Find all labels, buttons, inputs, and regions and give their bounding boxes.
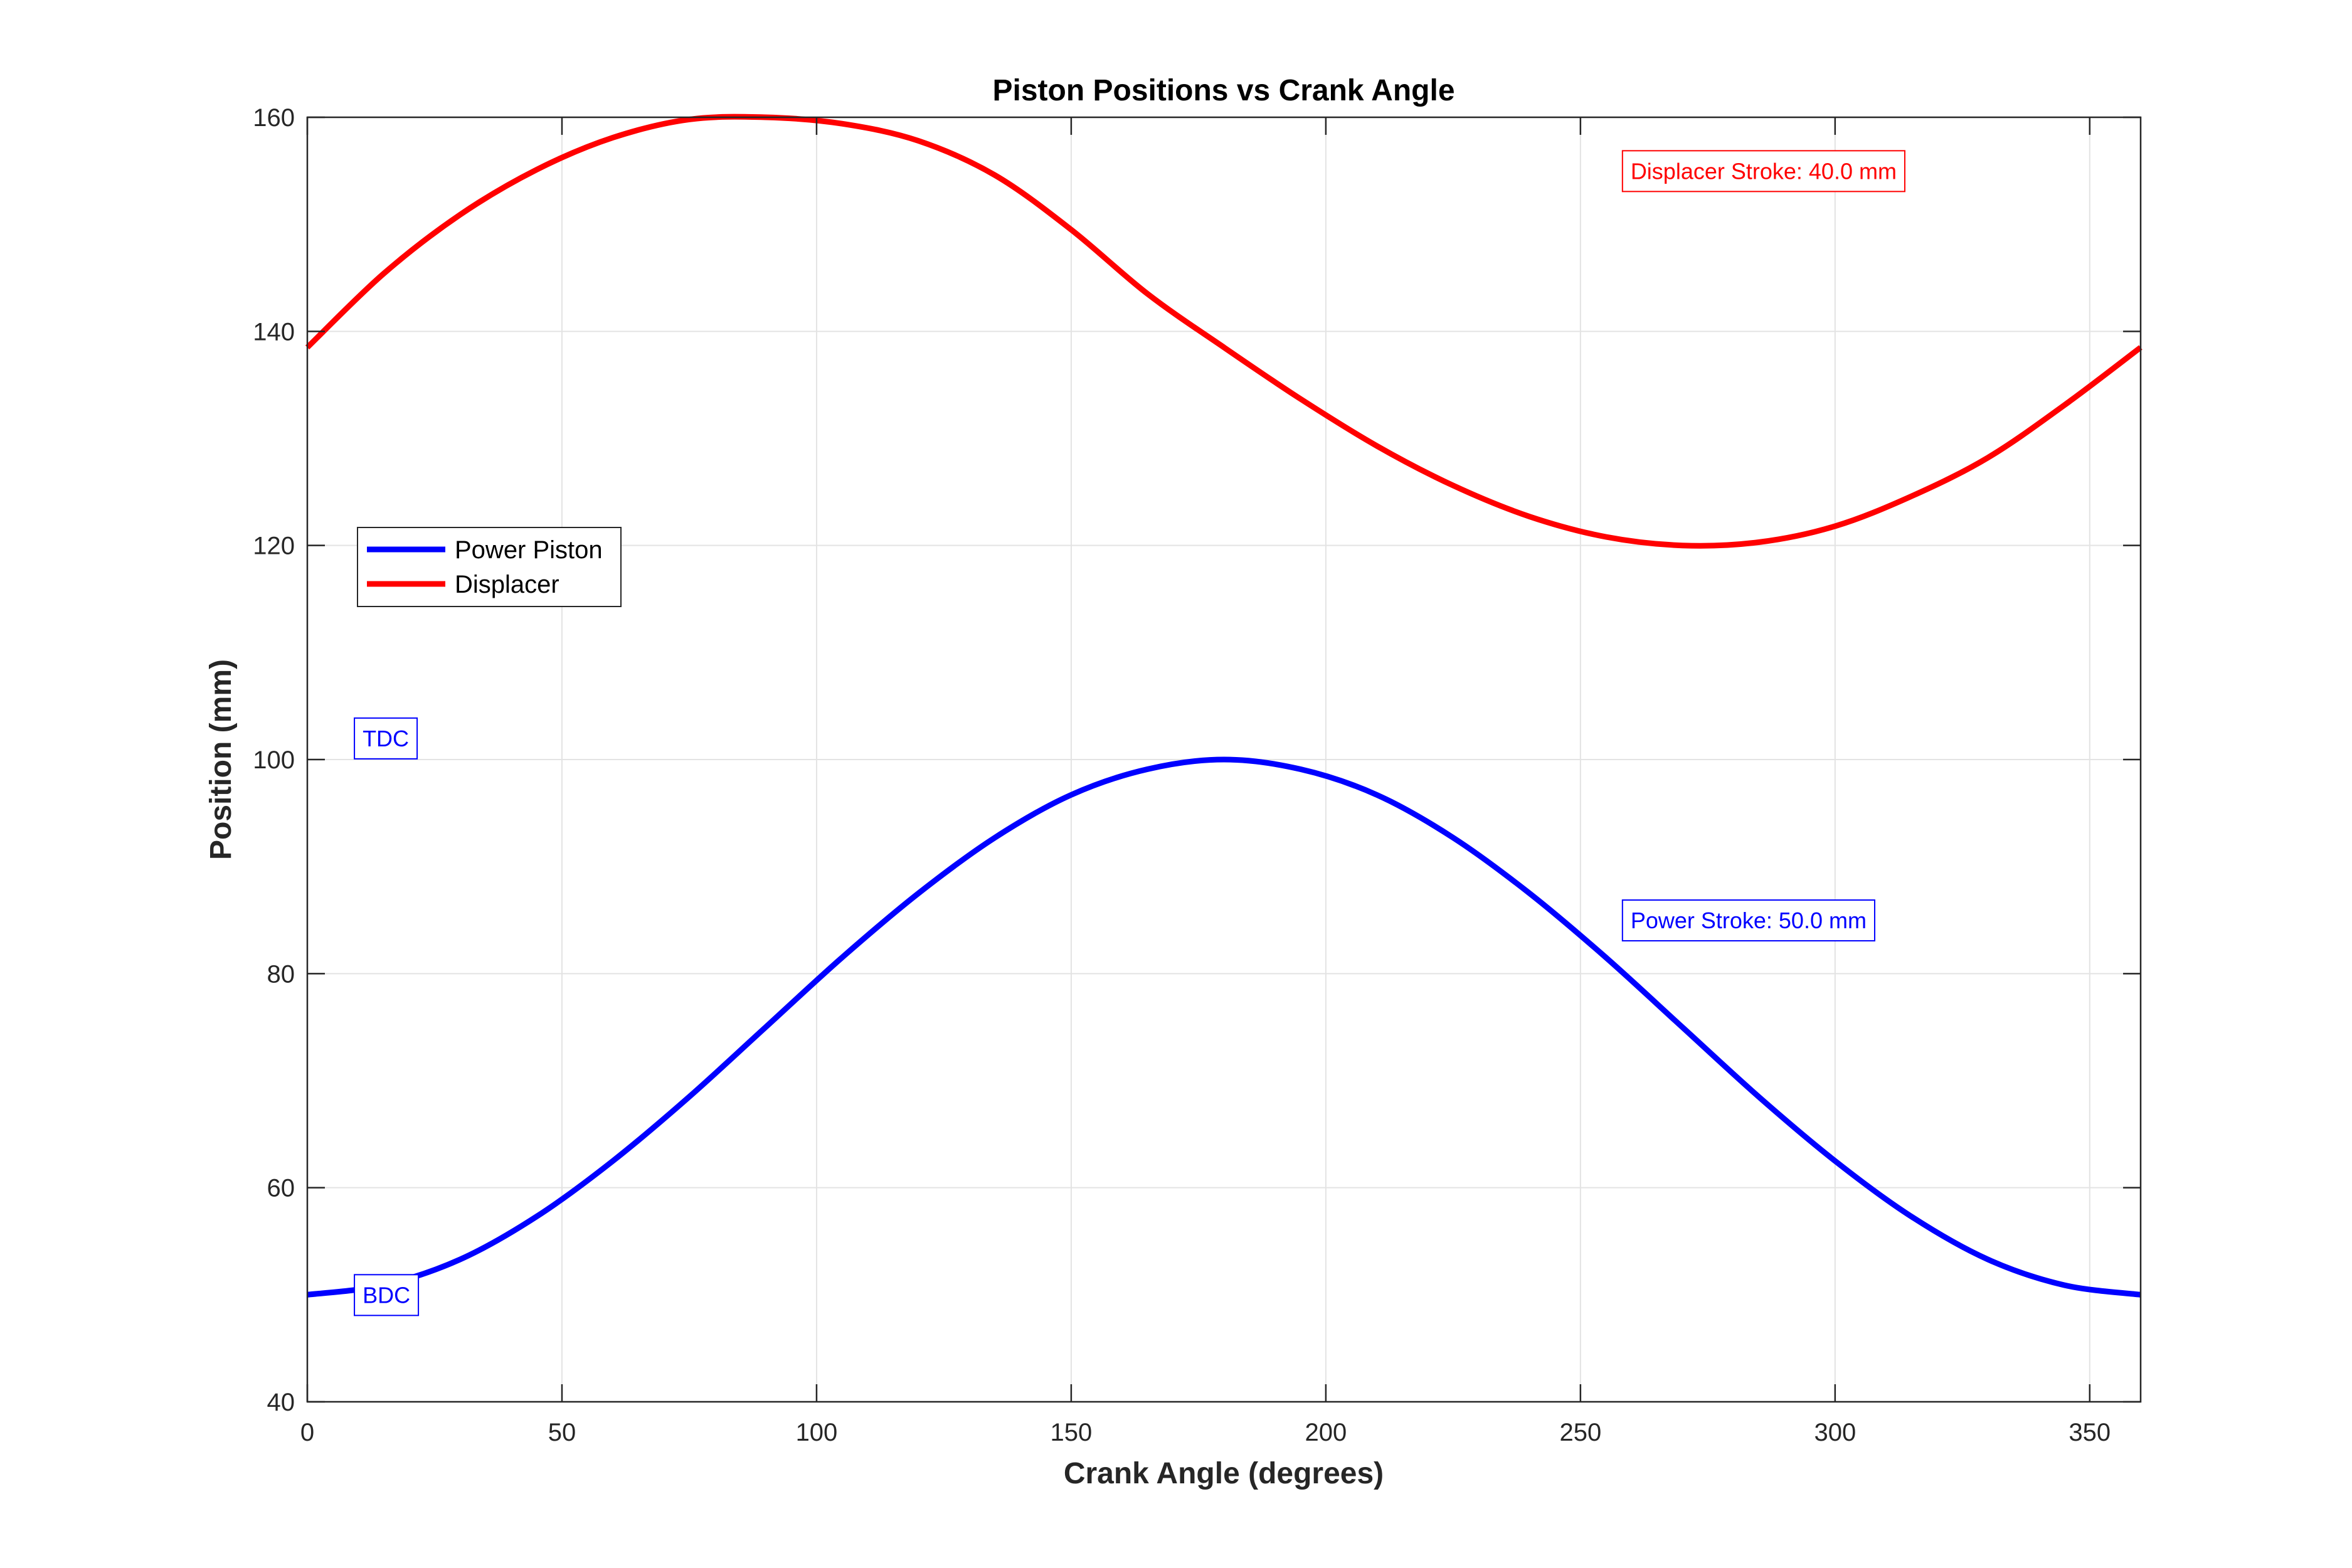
y-tick-label: 60 bbox=[267, 1175, 295, 1202]
x-tick-label: 0 bbox=[300, 1419, 314, 1446]
legend: Power Piston Displacer bbox=[357, 527, 622, 607]
annotation: Displacer Stroke: 40.0 mm bbox=[1621, 150, 1905, 193]
series-line-power-piston bbox=[307, 756, 2141, 1298]
x-tick-label: 200 bbox=[1305, 1419, 1347, 1446]
annotation: BDC bbox=[354, 1274, 420, 1316]
y-axis-title: Position (mm) bbox=[204, 659, 238, 860]
y-tick-label: 160 bbox=[253, 104, 295, 132]
annotation-text: BDC bbox=[363, 1282, 410, 1308]
x-tick-label: 250 bbox=[1559, 1419, 1601, 1446]
legend-label-power-piston: Power Piston bbox=[455, 536, 603, 564]
annotation-box bbox=[354, 1274, 420, 1316]
annotation-box bbox=[1621, 150, 1905, 193]
x-tick-label: 50 bbox=[548, 1419, 576, 1446]
x-tick-label: 300 bbox=[1814, 1419, 1856, 1446]
annotation-box bbox=[354, 717, 418, 760]
x-axis-title: Crank Angle (degrees) bbox=[1064, 1457, 1384, 1490]
x-tick-label: 150 bbox=[1051, 1419, 1093, 1446]
annotation-text: Displacer Stroke: 40.0 mm bbox=[1631, 158, 1897, 184]
annotation-text: TDC bbox=[363, 726, 409, 751]
annotation: Power Stroke: 50.0 mm bbox=[1621, 899, 1875, 941]
annotations: Displacer Stroke: 40.0 mm Power Stroke: 5… bbox=[354, 150, 1905, 1316]
annotation-text: Power Stroke: 50.0 mm bbox=[1631, 908, 1867, 933]
x-tick-label: 350 bbox=[2069, 1419, 2111, 1446]
chart-title: Piston Positions vs Crank Angle bbox=[992, 74, 1454, 107]
annotation-box bbox=[1621, 899, 1875, 941]
series-line-displacer bbox=[305, 114, 2143, 549]
y-tick-label: 140 bbox=[253, 318, 295, 346]
y-tick-label: 40 bbox=[267, 1389, 295, 1416]
series-lines bbox=[305, 114, 2143, 1298]
x-tick-label: 100 bbox=[796, 1419, 838, 1446]
legend-label-displacer: Displacer bbox=[455, 571, 559, 598]
y-tick-label: 120 bbox=[253, 532, 295, 560]
y-tick-label: 100 bbox=[253, 746, 295, 774]
axis-ticks: 0 50 100 150 200 250 300 350 40 60 80 100 120 140 160 bbox=[253, 104, 2141, 1446]
annotation: TDC bbox=[354, 717, 418, 760]
y-tick-label: 80 bbox=[267, 960, 295, 988]
legend-box bbox=[357, 527, 622, 607]
